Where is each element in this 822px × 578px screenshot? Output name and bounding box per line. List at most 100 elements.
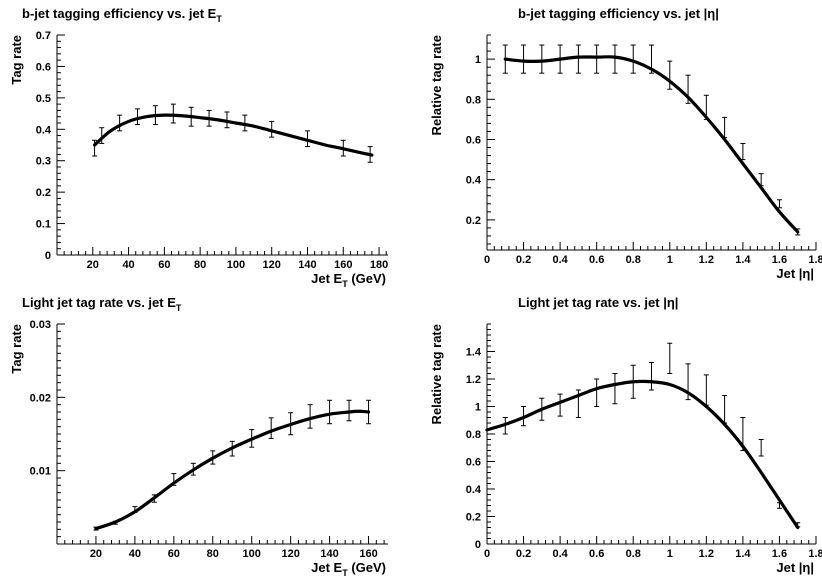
x-tick-label: 1.8 bbox=[808, 548, 822, 560]
x-tick-label: 120 bbox=[263, 259, 281, 271]
x-tick-label: 0.4 bbox=[552, 254, 568, 266]
panel-b-eff-eta: b-jet tagging efficiency vs. jet |η| Rela… bbox=[411, 0, 822, 289]
data-point-errorbar bbox=[268, 417, 274, 439]
x-tick-label: 0.8 bbox=[626, 254, 641, 266]
x-axis-label: Jet ET (GeV) bbox=[311, 271, 386, 289]
chart-title: b-jet tagging efficiency vs. jet |η| bbox=[518, 6, 719, 21]
x-axis-label-unit: (GeV) bbox=[348, 560, 386, 575]
x-axis-label: Jet |η| bbox=[776, 266, 814, 281]
x-axis-label: Jet ET (GeV) bbox=[311, 560, 386, 578]
data-point-errorbar bbox=[758, 439, 764, 457]
chart-title: Light jet tag rate vs. jet ET bbox=[22, 295, 182, 313]
data-point-errorbar bbox=[612, 44, 618, 74]
data-point-errorbar bbox=[612, 373, 618, 405]
y-tick-label: 0.2 bbox=[36, 187, 51, 199]
x-tick-label: 80 bbox=[194, 259, 206, 271]
y-tick-label: 0.2 bbox=[466, 512, 481, 524]
y-tick-label: 0.4 bbox=[466, 175, 482, 187]
y-tick-label: 0.8 bbox=[466, 429, 481, 441]
x-tick-label: 1 bbox=[667, 548, 673, 560]
y-tick-label: 0.6 bbox=[36, 61, 51, 73]
chart-b-eff-eta: b-jet tagging efficiency vs. jet |η| Rela… bbox=[429, 6, 822, 281]
y-tick-label: 0.03 bbox=[30, 319, 51, 331]
x-axis-label-text: Jet E bbox=[311, 560, 342, 575]
data-point-errorbar bbox=[722, 395, 728, 424]
x-tick-label: 1.4 bbox=[735, 548, 751, 560]
y-axis-label: Tag rate bbox=[9, 35, 24, 85]
y-tick-label: 0.6 bbox=[466, 457, 481, 469]
data-point-errorbar bbox=[170, 103, 176, 124]
x-tick-label: 0.2 bbox=[516, 254, 531, 266]
chart-title-subscript: T bbox=[216, 14, 222, 24]
panel-b-eff-et: b-jet tagging efficiency vs. jet ET Tag r… bbox=[0, 0, 411, 289]
data-point-errorbar bbox=[135, 108, 141, 126]
fit-curve bbox=[503, 55, 800, 234]
y-axis-label: Relative tag rate bbox=[429, 324, 444, 424]
chart-light-rate-eta: Light jet tag rate vs. jet |η| Relative t… bbox=[429, 295, 822, 575]
x-tick-label: 40 bbox=[129, 548, 141, 560]
x-tick-label: 0.4 bbox=[552, 548, 568, 560]
x-axis-label-subscript: T bbox=[342, 279, 348, 289]
x-tick-label: 180 bbox=[370, 259, 388, 271]
data-point-errorbar bbox=[667, 60, 673, 90]
fit-curve bbox=[94, 409, 371, 531]
y-tick-label: 0.3 bbox=[36, 156, 51, 168]
chart-title: Light jet tag rate vs. jet |η| bbox=[518, 295, 678, 310]
data-point-errorbar bbox=[99, 127, 105, 144]
x-axis-label-subscript: T bbox=[342, 568, 348, 578]
data-point-errorbar bbox=[539, 44, 545, 74]
y-tick-label: 0.4 bbox=[466, 484, 482, 496]
x-tick-label: 20 bbox=[90, 548, 102, 560]
data-point-errorbar bbox=[117, 114, 123, 132]
data-point-errorbar bbox=[667, 342, 673, 374]
x-tick-label: 1.2 bbox=[699, 254, 714, 266]
x-tick-label: 0 bbox=[484, 548, 490, 560]
x-tick-label: 0.6 bbox=[589, 254, 604, 266]
y-tick-label: 0.7 bbox=[36, 30, 51, 42]
x-tick-label: 140 bbox=[320, 548, 338, 560]
y-tick-label: 0 bbox=[475, 539, 481, 551]
panel-light-rate-eta: Light jet tag rate vs. jet |η| Relative t… bbox=[411, 289, 822, 578]
y-axis-label: Relative tag rate bbox=[429, 35, 444, 135]
y-tick-label: 1.4 bbox=[466, 347, 482, 359]
data-point-errorbar bbox=[557, 393, 563, 417]
data-point-errorbar bbox=[521, 44, 527, 74]
x-tick-label: 0.6 bbox=[589, 548, 604, 560]
y-tick-label: 1 bbox=[475, 54, 481, 66]
data-point-errorbar bbox=[740, 143, 746, 161]
x-axis-label: Jet |η| bbox=[776, 560, 814, 575]
y-tick-label: 0.01 bbox=[30, 466, 51, 478]
x-tick-label: 1.8 bbox=[808, 254, 822, 266]
x-tick-label: 1.4 bbox=[735, 254, 751, 266]
chart-title-text: Light jet tag rate vs. jet E bbox=[22, 295, 176, 310]
x-tick-label: 0.2 bbox=[516, 548, 531, 560]
x-tick-label: 60 bbox=[158, 259, 170, 271]
x-tick-label: 80 bbox=[207, 548, 219, 560]
x-tick-label: 120 bbox=[281, 548, 299, 560]
fit-curve bbox=[485, 379, 800, 530]
x-tick-label: 1.6 bbox=[772, 254, 787, 266]
data-point-errorbar bbox=[594, 378, 600, 407]
x-tick-label: 0.8 bbox=[626, 548, 641, 560]
chart-title-subscript: T bbox=[176, 303, 182, 313]
chart-title: b-jet tagging efficiency vs. jet ET bbox=[22, 6, 222, 24]
x-axis-label-unit: (GeV) bbox=[348, 271, 386, 286]
y-tick-label: 0.6 bbox=[466, 134, 481, 146]
x-tick-label: 40 bbox=[122, 259, 134, 271]
data-point-errorbar bbox=[649, 362, 654, 391]
x-tick-label: 1 bbox=[667, 254, 673, 266]
chart-title-text: b-jet tagging efficiency vs. jet E bbox=[22, 6, 217, 21]
data-point-errorbar bbox=[575, 44, 581, 74]
x-tick-label: 140 bbox=[298, 259, 316, 271]
data-point-errorbar bbox=[594, 44, 600, 74]
panel-light-rate-et: Light jet tag rate vs. jet ET Tag rate Jet… bbox=[0, 289, 411, 578]
x-tick-label: 160 bbox=[334, 259, 352, 271]
x-tick-label: 100 bbox=[243, 548, 261, 560]
data-point-errorbar bbox=[307, 404, 313, 429]
x-tick-label: 20 bbox=[87, 259, 99, 271]
x-tick-label: 100 bbox=[227, 259, 245, 271]
data-point-errorbar bbox=[630, 44, 636, 74]
y-axis-label: Tag rate bbox=[9, 324, 24, 374]
